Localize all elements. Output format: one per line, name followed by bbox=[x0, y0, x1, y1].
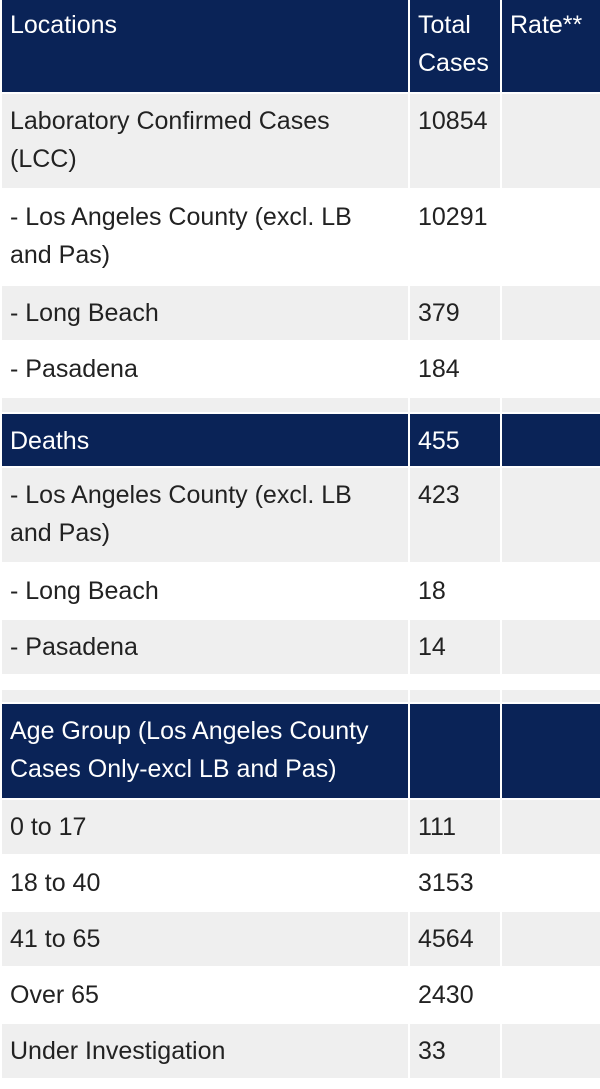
row-label: - Long Beach bbox=[0, 284, 410, 342]
row-total: 423 bbox=[408, 466, 502, 564]
table-header-row: Locations Total Cases Rate** bbox=[0, 0, 600, 94]
row-label: - Long Beach bbox=[0, 562, 410, 620]
header-locations: Locations bbox=[0, 0, 410, 94]
row-rate bbox=[500, 966, 600, 1024]
row-rate bbox=[500, 798, 600, 856]
row-rate bbox=[500, 910, 600, 968]
table-row-confirmed: Laboratory Confirmed Cases (LCC) 10854 bbox=[0, 92, 600, 190]
row-label: Over 65 bbox=[0, 966, 410, 1024]
table-row: Over 65 2430 bbox=[0, 966, 600, 1024]
table-section-age-group: Age Group (Los Angeles County Cases Only… bbox=[0, 702, 600, 800]
row-rate bbox=[500, 562, 600, 620]
row-total: 10854 bbox=[408, 92, 502, 190]
row-total: 2430 bbox=[408, 966, 502, 1024]
table-row: - Pasadena 14 bbox=[0, 618, 600, 676]
table-row: 41 to 65 4564 bbox=[0, 910, 600, 968]
row-label: Under Investigation bbox=[0, 1022, 410, 1080]
table-row: - Long Beach 18 bbox=[0, 562, 600, 620]
header-total-cases: Total Cases bbox=[408, 0, 502, 94]
spacer-row bbox=[0, 396, 600, 414]
section-label: Age Group (Los Angeles County Cases Only… bbox=[0, 702, 410, 800]
row-rate bbox=[500, 854, 600, 912]
row-rate bbox=[500, 92, 600, 190]
table-row: - Los Angeles County (excl. LB and Pas) … bbox=[0, 466, 600, 564]
table-section-deaths: Deaths 455 bbox=[0, 412, 600, 468]
row-total: 184 bbox=[408, 340, 502, 398]
table-row: 0 to 17 111 bbox=[0, 798, 600, 856]
row-label: 41 to 65 bbox=[0, 910, 410, 968]
row-total: 3153 bbox=[408, 854, 502, 912]
table-row: Under Investigation 33 bbox=[0, 1022, 600, 1080]
row-total: 10291 bbox=[408, 188, 502, 286]
section-rate bbox=[500, 702, 600, 800]
section-rate bbox=[500, 412, 600, 468]
row-total: 379 bbox=[408, 284, 502, 342]
row-label: - Pasadena bbox=[0, 618, 410, 676]
table-row: - Los Angeles County (excl. LB and Pas) … bbox=[0, 188, 600, 286]
row-total: 111 bbox=[408, 798, 502, 856]
row-label: - Pasadena bbox=[0, 340, 410, 398]
section-total: 455 bbox=[408, 412, 502, 468]
row-label: 18 to 40 bbox=[0, 854, 410, 912]
spacer-row bbox=[0, 688, 600, 704]
table-row: - Pasadena 184 bbox=[0, 340, 600, 398]
header-rate: Rate** bbox=[500, 0, 600, 94]
row-label: - Los Angeles County (excl. LB and Pas) bbox=[0, 188, 410, 286]
row-label: - Los Angeles County (excl. LB and Pas) bbox=[0, 466, 410, 564]
row-label: 0 to 17 bbox=[0, 798, 410, 856]
row-total: 18 bbox=[408, 562, 502, 620]
row-total: 4564 bbox=[408, 910, 502, 968]
spacer-row bbox=[0, 674, 600, 690]
row-rate bbox=[500, 340, 600, 398]
section-label: Deaths bbox=[0, 412, 410, 468]
row-rate bbox=[500, 284, 600, 342]
row-rate bbox=[500, 618, 600, 676]
row-label: Laboratory Confirmed Cases (LCC) bbox=[0, 92, 410, 190]
table-row: - Long Beach 379 bbox=[0, 284, 600, 342]
row-total: 33 bbox=[408, 1022, 502, 1080]
row-rate bbox=[500, 1022, 600, 1080]
row-total: 14 bbox=[408, 618, 502, 676]
row-rate bbox=[500, 188, 600, 286]
table-row: 18 to 40 3153 bbox=[0, 854, 600, 912]
row-rate bbox=[500, 466, 600, 564]
section-total bbox=[408, 702, 502, 800]
